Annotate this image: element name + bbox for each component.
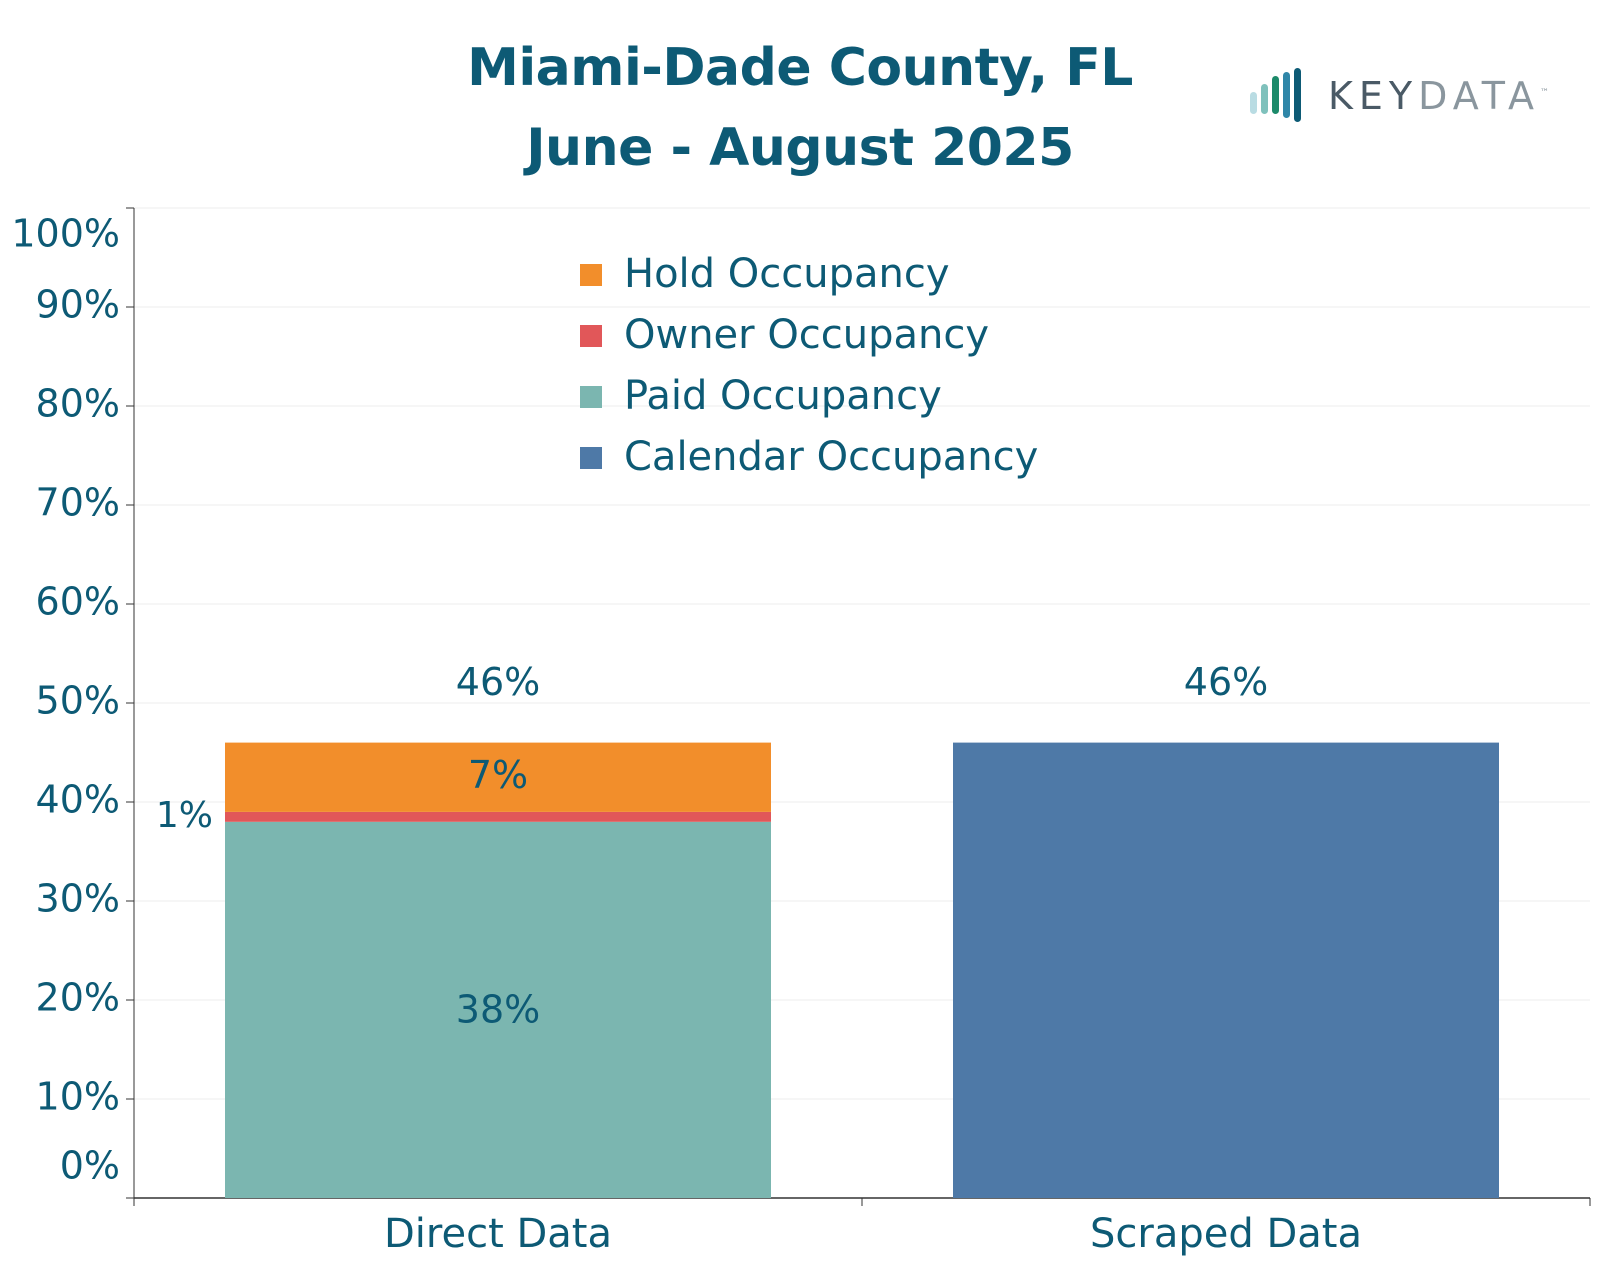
y-tick-label: 70% [36,481,120,525]
y-tick-label: 0% [60,1144,120,1188]
y-tick-label: 40% [36,778,120,822]
data-label: 1% [156,795,213,836]
chart-title-line1: Miami-Dade County, FL [467,38,1133,98]
x-category-label: Direct Data [384,1211,612,1257]
y-tick-label: 30% [36,877,120,921]
legend-swatch [580,325,602,347]
data-label: 38% [456,987,540,1031]
legend-swatch [580,386,602,408]
legend-label: Owner Occupancy [624,312,989,358]
total-label: 46% [1184,660,1268,704]
y-tick-label: 80% [36,382,120,426]
legend-label: Paid Occupancy [624,373,942,419]
legend-label: Calendar Occupancy [624,434,1038,480]
y-tick-label: 100% [11,212,120,256]
y-tick-label: 20% [36,976,120,1020]
keydata-logo: KEYDATA™ [1250,68,1549,124]
bar-owner-occupancy-direct-data [225,811,771,822]
legend-label: Hold Occupancy [624,251,950,297]
legend-swatch [580,264,602,286]
legend-swatch [580,447,602,469]
bar-paid-occupancy-direct-data [225,821,771,1198]
bar-hold-occupancy-direct-data [225,742,771,812]
data-label: 7% [468,753,528,797]
chart-title-line2: June - August 2025 [526,118,1074,178]
total-label: 46% [456,660,540,704]
y-tick-label: 50% [36,679,120,723]
logo-text: KEYDATA™ [1328,74,1550,118]
y-tick-label: 60% [36,580,120,624]
x-category-label: Scraped Data [1090,1211,1362,1257]
y-tick-label: 10% [36,1075,120,1119]
bars-logo-icon [1250,68,1301,122]
bar-calendar-occupancy-scraped-data [953,742,1499,1198]
y-tick-label: 90% [36,283,120,327]
